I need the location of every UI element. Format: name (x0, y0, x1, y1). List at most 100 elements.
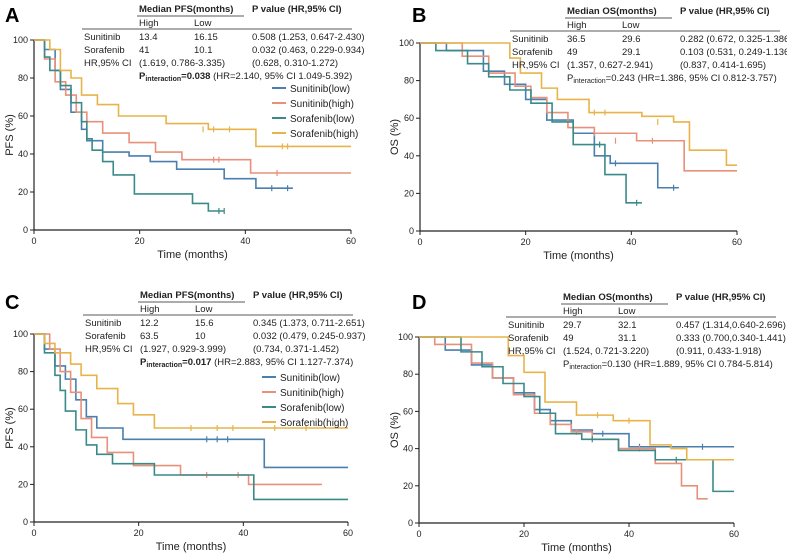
x-axis-label: Time (months) (543, 250, 614, 262)
x-tick-label: 0 (31, 528, 36, 538)
y-tick-label: 40 (404, 151, 414, 161)
y-axis-label: PFS (%) (4, 114, 16, 156)
y-tick-label: 40 (18, 149, 28, 159)
panel-letter-b: B (412, 5, 426, 27)
stats-table: Median PFS(months) P value (HR,95% CI) Hig… (82, 4, 365, 83)
legend-label: Sorafenib(low) (280, 403, 344, 414)
table-row-high: (1.927, 0.929-3.999) (140, 344, 226, 355)
table-header-pvalue: P value (HR,95% CI) (252, 4, 342, 15)
x-tick-label: 0 (416, 529, 421, 539)
survival-curve-sorafenib-high (419, 336, 734, 461)
table-row-name: HR,95% CI (512, 60, 560, 71)
survival-curve-sorafenib-high (420, 42, 737, 166)
table-row-pvalue: 0.032 (0.463, 0.229-0.934) (252, 45, 365, 56)
table-row-name: HR,95% CI (85, 344, 133, 355)
table-row-low: 31.1 (618, 333, 637, 344)
table-subheader-high: High (139, 18, 159, 29)
interaction-p-number: =0.243 (606, 73, 635, 84)
table-row-name: Sorafenib (512, 47, 553, 58)
x-axis-label: Time (months) (541, 542, 612, 554)
table-row-low: 16.15 (194, 32, 218, 43)
table-row-high: 49 (567, 47, 578, 58)
y-tick-label: 60 (404, 113, 414, 123)
table-row-low: 32.1 (618, 320, 637, 331)
table-row-high: 41 (139, 45, 150, 56)
survival-curve-sunitinib-high (420, 42, 737, 172)
y-tick-label: 40 (18, 442, 28, 452)
stats-table: Median OS(months) P value (HR,95% CI) High… (510, 6, 787, 85)
panel-a: 0 20 40 60 0 20 40 60 80 100 Time (months) PFS (%) S… (4, 4, 365, 261)
panel-c: 0 20 40 60 0 20 40 60 80 100 Time (months) PFS (%) S… (4, 290, 366, 553)
table-row-high: 12.2 (140, 318, 159, 329)
table-header-median: Median OS(months) (563, 292, 653, 303)
x-tick-label: 20 (519, 529, 529, 539)
table-row-high: 36.5 (567, 34, 586, 45)
survival-curve-sorafenib-low (34, 333, 348, 501)
x-axis-label: Time (months) (157, 249, 228, 261)
table-subheader-high: High (563, 306, 583, 317)
interaction-p-letter: P (140, 357, 147, 368)
table-row-name: Sunitinib (512, 34, 548, 45)
table-header-pvalue: P value (HR,95% CI) (253, 290, 343, 301)
legend-label: Sunitinib(high) (280, 388, 344, 399)
y-tick-label: 80 (18, 73, 28, 83)
interaction-p-subscript: interaction (145, 76, 181, 83)
stats-table: Median OS(months) P value (HR,95% CI) High… (506, 292, 786, 371)
table-subheader-high: High (140, 304, 160, 315)
table-row-pvalue: (0.734, 0.371-1.452) (253, 344, 339, 355)
interaction-p-letter: P (563, 359, 569, 370)
table-subheader-low: Low (622, 20, 640, 31)
table-row-name: Sunitinib (508, 320, 544, 331)
table-row-high: (1.357, 0.627-2.941) (567, 60, 653, 71)
x-tick-label: 60 (346, 236, 356, 246)
interaction-p-subscript: interaction (146, 362, 182, 369)
panel-d: 0 20 40 60 0 20 40 60 80 100 Time (months) OS (%) Me… (389, 292, 786, 554)
table-row-pvalue: (0.628, 0.310-1.272) (252, 58, 338, 69)
y-axis-label: OS (%) (389, 412, 401, 448)
legend-label: Sorafenib(high) (290, 129, 358, 140)
table-row-low: 10 (195, 331, 206, 342)
y-tick-label: 80 (403, 369, 413, 379)
survival-curve-sorafenib-low (419, 336, 734, 493)
y-tick-label: 0 (408, 518, 413, 528)
y-tick-label: 20 (404, 188, 414, 198)
y-tick-label: 0 (409, 226, 414, 236)
interaction-p-value: Pinteraction=0.017 (HR=2.883, 95% CI 1.1… (140, 357, 353, 369)
table-row-name: Sorafenib (508, 333, 549, 344)
survival-curve-sorafenib-high (34, 333, 348, 429)
stats-table: Median PFS(months) P value (HR,95% CI) Hig… (83, 290, 366, 369)
table-row-pvalue: 0.282 (0.672, 0.325-1.386) (680, 34, 787, 45)
table-row-name: Sunitinib (84, 32, 120, 43)
y-axis-label: OS (%) (389, 119, 401, 155)
table-row-name: Sorafenib (84, 45, 125, 56)
y-tick-label: 60 (18, 111, 28, 121)
y-axis-label: PFS (%) (4, 407, 16, 449)
survival-curve-sorafenib-low (34, 39, 225, 212)
x-tick-label: 20 (134, 528, 144, 538)
table-header-median: Median PFS(months) (139, 4, 233, 15)
x-tick-label: 40 (238, 528, 248, 538)
x-tick-label: 40 (240, 236, 250, 246)
table-row-high: (1.524, 0.721-3.220) (563, 346, 649, 357)
panel-letter-d: D (412, 292, 426, 314)
table-row-pvalue: 0.103 (0.531, 0.249-1.136) (680, 47, 787, 58)
interaction-p-letter: P (567, 73, 573, 84)
y-tick-label: 0 (23, 517, 28, 527)
interaction-p-number: =0.130 (602, 359, 631, 370)
y-tick-label: 80 (18, 367, 28, 377)
y-tick-label: 100 (13, 35, 28, 45)
x-tick-label: 0 (31, 236, 36, 246)
y-tick-label: 100 (398, 332, 413, 342)
table-row-name: HR,95% CI (84, 58, 132, 69)
legend-label: Sunitinib(low) (290, 84, 350, 95)
table-header-median: Median OS(months) (567, 6, 657, 17)
table-row-high: 29.7 (563, 320, 582, 331)
y-tick-label: 40 (403, 444, 413, 454)
survival-curve-sorafenib-low (420, 42, 642, 204)
interaction-hr-ci: (HR=2.883, 95% CI 1.127-7.374) (211, 357, 353, 368)
legend: Sunitinib(low) Sunitinib(high) Sorafenib(l… (272, 84, 358, 140)
table-row-high: 13.4 (139, 32, 158, 43)
legend-label: Sorafenib(low) (290, 114, 354, 125)
panel-letter-c: C (5, 292, 19, 314)
